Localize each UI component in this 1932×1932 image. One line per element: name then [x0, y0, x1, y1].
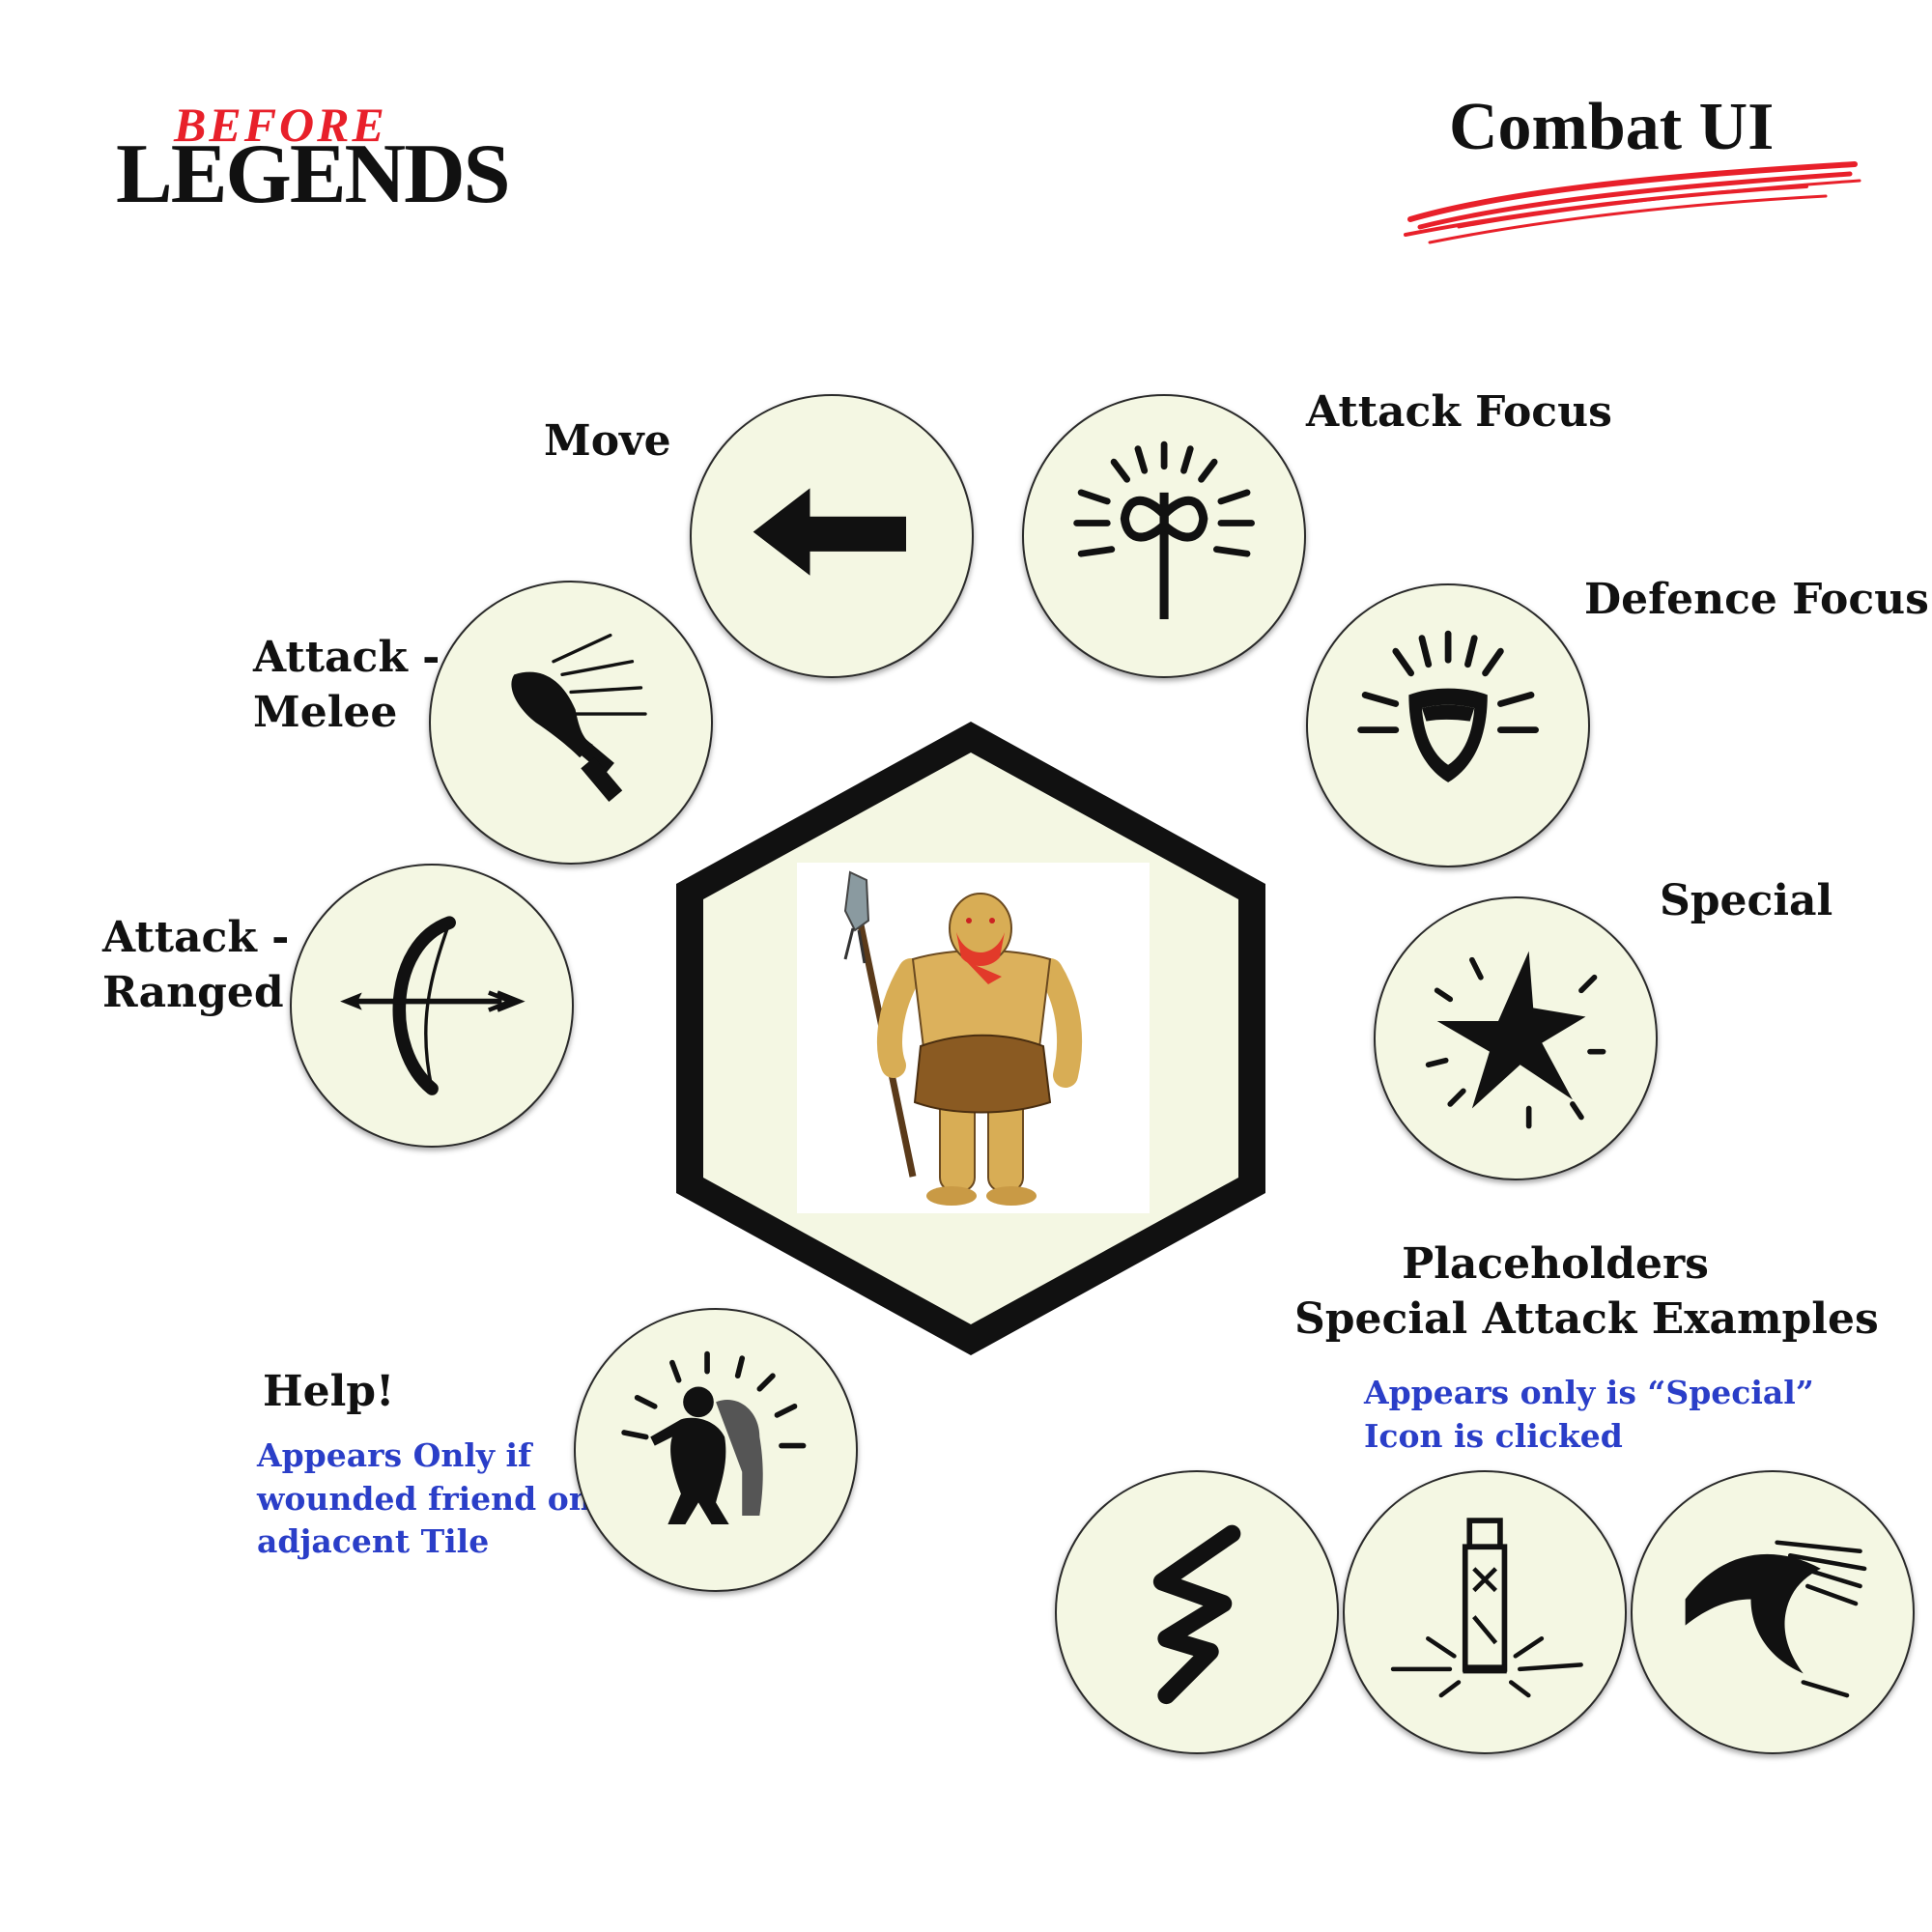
axe-focus-icon	[1073, 440, 1255, 619]
attack-melee-label: Attack - Melee	[253, 630, 440, 740]
character-portrait	[797, 863, 1150, 1213]
logo-before-text: BEFORE	[174, 98, 387, 152]
page-title: Combat UI	[1449, 90, 1775, 164]
special-attack-placeholder-1-button[interactable]	[1055, 1470, 1339, 1754]
totem-pillar-icon	[1390, 1518, 1583, 1698]
title-brush-underline	[1404, 161, 1861, 244]
special-button[interactable]	[1374, 896, 1658, 1180]
placeholders-heading: Placeholders Special Attack Examples	[1294, 1236, 1879, 1347]
move-button[interactable]	[690, 394, 974, 678]
attack-melee-label-line1: Attack -	[253, 633, 440, 682]
special-attack-placeholder-3-button[interactable]	[1631, 1470, 1915, 1754]
placeholders-note-line2: Icon is clicked	[1364, 1416, 1623, 1455]
placeholders-note-line1: Appears only is “Special”	[1364, 1374, 1814, 1411]
attack-ranged-label: Attack - Ranged	[102, 910, 289, 1020]
attack-ranged-label-line1: Attack -	[102, 913, 290, 962]
attack-melee-button[interactable]	[429, 581, 713, 865]
carry-friend-icon	[621, 1350, 807, 1524]
help-note-line2: wounded friend on	[257, 1479, 592, 1518]
help-note-line1: Appears Only if	[257, 1436, 532, 1474]
arrow-left-icon	[753, 488, 906, 576]
help-note: Appears Only if wounded friend on adjace…	[257, 1435, 592, 1564]
logo-legends-text: LEGENDS	[116, 128, 511, 221]
help-button[interactable]	[574, 1308, 858, 1592]
zigzag-strike-icon	[1152, 1524, 1241, 1704]
defence-focus-label: Defence Focus	[1584, 575, 1929, 624]
attack-focus-button[interactable]	[1022, 394, 1306, 678]
club-icon	[511, 633, 647, 802]
attack-ranged-button[interactable]	[290, 864, 574, 1148]
bow-arrow-icon	[340, 916, 526, 1095]
attack-ranged-label-line2: Ranged	[102, 968, 284, 1018]
sweep-wave-icon	[1685, 1540, 1867, 1698]
placeholders-heading-line1: Placeholders	[1402, 1239, 1709, 1289]
help-note-line3: adjacent Tile	[257, 1522, 490, 1561]
shield-focus-icon	[1357, 630, 1539, 782]
placeholders-note: Appears only is “Special” Icon is clicke…	[1364, 1372, 1814, 1458]
caveman-spear-icon	[843, 870, 1083, 1206]
game-logo: BEFORE LEGENDS	[116, 97, 511, 222]
special-attack-placeholder-2-button[interactable]	[1343, 1470, 1627, 1754]
defence-focus-button[interactable]	[1306, 583, 1590, 867]
attack-melee-label-line2: Melee	[253, 688, 398, 738]
special-label: Special	[1660, 876, 1833, 925]
burst-star-icon	[1425, 951, 1606, 1129]
placeholders-heading-line2: Special Attack Examples	[1294, 1294, 1879, 1345]
move-label: Move	[544, 416, 671, 466]
help-label: Help!	[263, 1367, 395, 1416]
attack-focus-label: Attack Focus	[1306, 387, 1612, 437]
